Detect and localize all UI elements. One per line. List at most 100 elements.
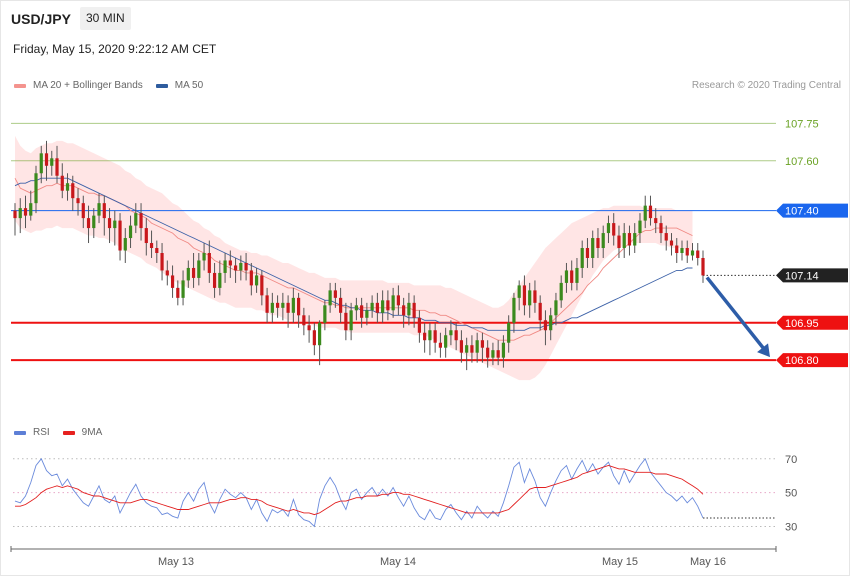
candle-body-105	[564, 270, 569, 283]
candle-body-89	[480, 340, 485, 348]
candle-body-12	[76, 198, 80, 204]
candle-body-27	[155, 248, 159, 253]
candle-body-61	[333, 290, 337, 298]
rsi-swatch	[14, 430, 26, 435]
candle-body-79	[428, 330, 432, 341]
candle-body-48	[265, 295, 269, 313]
ma20-legend-label: MA 20 + Bollinger Bands	[33, 80, 143, 91]
candle-body-93	[501, 342, 506, 358]
candle-body-92	[496, 350, 500, 358]
rsi-tick-2: 30	[785, 521, 797, 533]
candle-body-107	[575, 267, 579, 283]
candle-body-37	[207, 253, 211, 273]
candle-body-65	[354, 305, 358, 311]
candle-body-64	[349, 310, 353, 331]
header: USD/JPY 30 MIN	[0, 0, 850, 36]
candle-body-72	[391, 295, 395, 311]
candle-body-21	[123, 238, 127, 251]
ma50-line	[14, 177, 693, 331]
candle-body-41	[228, 260, 232, 266]
candle-body-24	[139, 213, 143, 229]
candle-body-113	[606, 223, 611, 234]
candle-body-62	[339, 297, 343, 313]
credit-text: Research © 2020 Trading Central	[691, 80, 841, 91]
x-tick-1: May 14	[380, 556, 416, 568]
candle-body-80	[433, 330, 437, 343]
x-tick-0: May 13	[158, 556, 194, 568]
x-tick-2: May 15	[602, 556, 638, 568]
candle-body-23	[134, 213, 138, 226]
candle-body-50	[275, 302, 280, 308]
candle-body-90	[486, 347, 490, 358]
candle-body-78	[423, 332, 427, 341]
candle-body-39	[218, 272, 222, 288]
rsi-ma9-line	[15, 465, 704, 516]
candle-body-5	[39, 153, 43, 174]
rsi-tick-1: 50	[785, 488, 797, 500]
candle-body-117	[627, 233, 632, 246]
rsi-tick-0: 70	[785, 454, 797, 466]
candle-body-56	[307, 325, 311, 331]
candle-body-96	[517, 285, 521, 298]
candle-body-81	[438, 342, 443, 348]
candle-body-112	[601, 233, 605, 249]
candle-body-0	[13, 210, 17, 219]
level-label-1: 107.60	[785, 156, 819, 168]
candle-body-29	[165, 270, 169, 276]
candle-body-116	[622, 233, 626, 249]
level-label-0: 107.75	[785, 118, 819, 130]
candle-body-44	[244, 262, 248, 271]
candle-body-110	[591, 238, 595, 258]
rsi-legend-label: RSI	[33, 427, 50, 438]
candle-body-103	[554, 300, 558, 316]
candle-body-128	[685, 248, 689, 256]
candle-body-86	[465, 345, 469, 353]
candle-body-52	[286, 302, 290, 313]
ma50-legend-label: MA 50	[174, 80, 204, 91]
level-tag-3	[776, 268, 848, 283]
ma20-swatch	[14, 83, 26, 88]
ma50-swatch	[155, 83, 168, 88]
candle-body-85	[459, 340, 464, 353]
candle-body-108	[580, 248, 584, 268]
candle-body-118	[633, 233, 637, 246]
candle-body-11	[71, 183, 75, 199]
candle-body-97	[522, 285, 527, 306]
ma9-legend-label: 9MA	[81, 427, 103, 438]
candle-body-75	[407, 302, 411, 316]
candle-body-6	[44, 153, 49, 166]
pair-title: USD/JPY	[11, 11, 71, 27]
candle-body-9	[60, 175, 64, 191]
candle-body-102	[549, 315, 553, 331]
candle-body-36	[202, 253, 206, 261]
level-tag-5	[776, 353, 848, 368]
candle-body-131	[701, 257, 705, 276]
candle-body-25	[144, 228, 148, 244]
candle-body-28	[160, 253, 164, 271]
timeframe-badge[interactable]: 30 MIN	[80, 7, 131, 30]
candle-body-68	[370, 302, 374, 311]
candle-body-82	[444, 335, 448, 348]
candle-body-66	[360, 305, 364, 318]
candle-body-77	[417, 317, 421, 333]
candle-body-74	[402, 305, 406, 316]
candle-body-98	[528, 290, 532, 306]
candle-body-46	[254, 275, 259, 286]
candle-body-7	[50, 158, 54, 166]
candle-body-59	[323, 305, 327, 323]
candle-body-111	[596, 238, 600, 249]
forecast-arrow-head	[757, 343, 770, 358]
candle-body-55	[302, 315, 306, 326]
candle-body-76	[412, 302, 416, 318]
candle-body-104	[559, 282, 563, 301]
candle-body-51	[281, 302, 285, 308]
candle-body-53	[291, 297, 295, 313]
candle-body-91	[491, 350, 495, 358]
candle-body-63	[344, 312, 348, 331]
candle-body-123	[659, 223, 663, 234]
candle-body-127	[680, 248, 684, 253]
candle-body-33	[186, 267, 190, 281]
candle-body-42	[233, 265, 238, 271]
candle-body-34	[191, 267, 196, 278]
